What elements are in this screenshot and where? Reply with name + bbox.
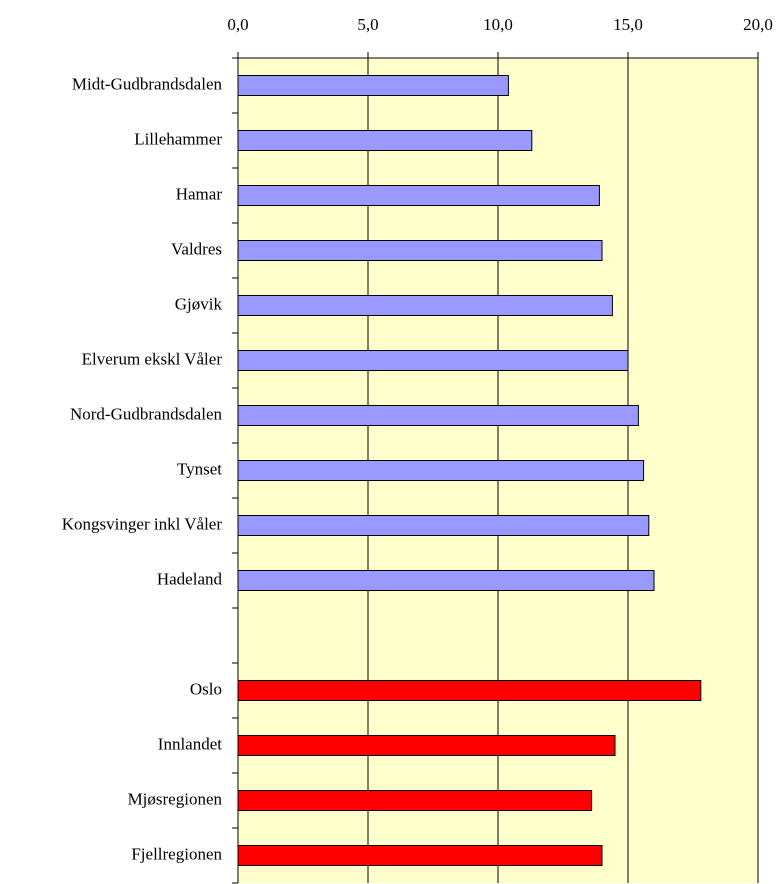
x-tick-label: 10,0 xyxy=(483,15,513,34)
y-tick-label: Midt-Gudbrandsdalen xyxy=(72,74,223,93)
bar xyxy=(237,680,702,701)
y-tick-label: Fjellregionen xyxy=(131,844,222,863)
bar xyxy=(237,460,645,481)
bar xyxy=(237,240,603,261)
bar xyxy=(237,350,629,371)
bar xyxy=(237,295,613,316)
y-tick-label: Kongsvinger inkl Våler xyxy=(62,514,223,533)
x-tick-label: 5,0 xyxy=(357,15,378,34)
y-tick-label: Nord-Gudbrandsdalen xyxy=(70,404,223,423)
bar xyxy=(237,790,593,811)
y-tick-label: Lillehammer xyxy=(134,129,222,148)
y-tick-label: Innlandet xyxy=(158,734,222,753)
bar xyxy=(237,515,650,536)
x-tick-label: 0,0 xyxy=(227,15,248,34)
bar xyxy=(237,130,533,151)
x-tick-label: 15,0 xyxy=(613,15,643,34)
y-tick-label: Elverum ekskl Våler xyxy=(82,349,223,368)
bar xyxy=(237,185,600,206)
bar xyxy=(237,405,639,426)
bar xyxy=(237,570,655,591)
y-tick-label: Mjøsregionen xyxy=(128,789,223,808)
x-tick-label: 20,0 xyxy=(743,15,773,34)
y-tick-label: Valdres xyxy=(171,239,222,258)
y-tick-label: Hamar xyxy=(176,184,223,203)
bar xyxy=(237,735,616,756)
y-tick-label: Gjøvik xyxy=(175,294,223,313)
y-tick-label: Tynset xyxy=(177,459,222,478)
y-tick-label: Oslo xyxy=(190,679,222,698)
bar xyxy=(237,75,509,96)
bar xyxy=(237,845,603,866)
y-tick-label: Hadeland xyxy=(157,569,223,588)
